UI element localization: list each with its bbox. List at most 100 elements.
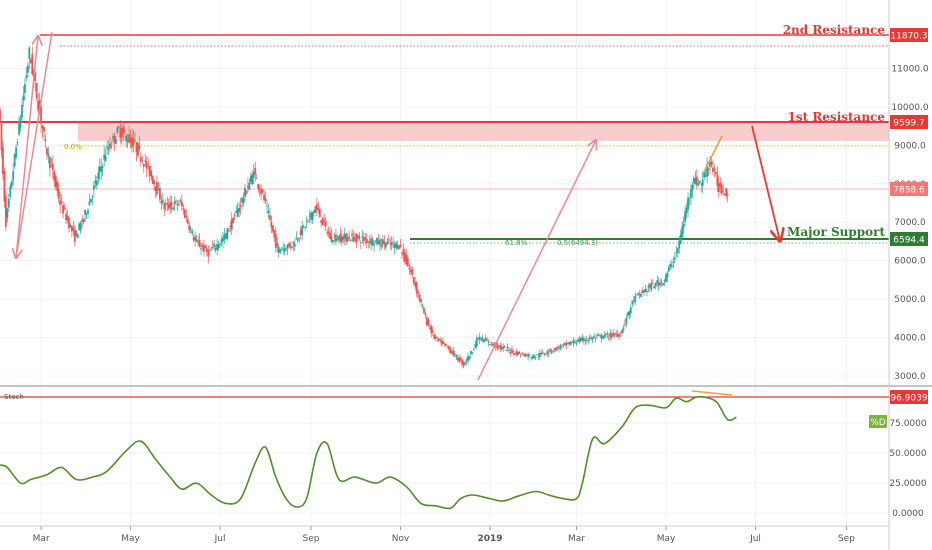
candle-body [562, 343, 565, 345]
candle-body [21, 104, 23, 118]
candle-body [455, 354, 458, 357]
candle-body [194, 236, 197, 241]
candle-body [433, 334, 436, 339]
candle-body [343, 233, 346, 239]
candle-body [371, 239, 374, 246]
candle-body [376, 237, 378, 245]
resistance2-label: 2nd Resistance [783, 23, 886, 37]
candle-body [471, 352, 474, 353]
candle-body [496, 343, 499, 349]
candle-body [606, 333, 609, 335]
candle-body [4, 196, 7, 227]
candle-body [637, 292, 640, 295]
badge-stoch: 96.9039 [890, 390, 928, 404]
candle-body [223, 234, 226, 240]
candle-body [662, 283, 664, 285]
candle-body [189, 228, 192, 230]
candle-body [439, 339, 441, 341]
candle-body [695, 176, 698, 186]
candle-body [13, 153, 16, 167]
candle-body [530, 357, 532, 359]
candle-body [668, 267, 670, 272]
candle-body [500, 346, 503, 350]
candle-body [125, 135, 128, 142]
candle-body [525, 354, 528, 356]
candle-body [97, 172, 100, 179]
candle-body [472, 349, 475, 351]
candle-body [509, 351, 512, 353]
candle-body [638, 293, 641, 295]
candle-body [144, 160, 147, 162]
orange-divergence-line [704, 135, 723, 171]
candle-body [624, 323, 626, 325]
candle-body [201, 244, 204, 248]
candle-body [104, 156, 107, 161]
candle-body [282, 248, 285, 250]
candle-body [653, 286, 656, 289]
badge-current-text: 7858.6 [893, 186, 925, 196]
candle-body [92, 185, 95, 190]
candle-body [428, 327, 431, 329]
candle-body [440, 340, 443, 345]
candle-body [354, 238, 356, 240]
badge-current: 7858.6 [890, 182, 928, 196]
candle-body [59, 200, 62, 205]
candle-body [323, 220, 326, 222]
candle-body [35, 82, 38, 99]
candle-body [537, 356, 540, 358]
candle-body [37, 100, 40, 111]
candle-body [271, 225, 274, 232]
candle-body [229, 225, 232, 228]
candle-body [54, 175, 57, 187]
candle-body [326, 232, 329, 234]
candle-body [211, 247, 214, 248]
candle-body [722, 190, 725, 192]
candle-body [44, 139, 47, 141]
candle-body [254, 167, 257, 175]
candle-body [22, 95, 25, 100]
candle-body [688, 198, 691, 199]
candle-body [418, 294, 421, 301]
candle-body [345, 234, 348, 242]
candle-body [396, 245, 399, 250]
candle-body [150, 170, 153, 177]
candle-body [12, 171, 15, 181]
candle-body [41, 125, 44, 129]
candle-body [483, 339, 486, 343]
candle-body [640, 293, 642, 297]
candle-body [578, 338, 581, 343]
candle-body [386, 241, 389, 245]
candle-body [547, 352, 550, 354]
candle-body [402, 249, 405, 256]
candle-body [612, 333, 615, 336]
fib-label-618: 61.8% [505, 239, 528, 247]
candle-body [650, 283, 653, 290]
candle-body [726, 195, 729, 196]
candle-body [619, 336, 622, 337]
candle-body [153, 180, 155, 185]
candle-body [70, 225, 73, 232]
candle-body [79, 222, 82, 231]
badge-resistance1-text: 9599.7 [893, 119, 925, 129]
candle-body [544, 353, 547, 355]
candle-body [411, 268, 414, 275]
candle-body [478, 336, 481, 340]
candle-body [585, 339, 588, 341]
candle-body [90, 198, 92, 203]
candle-body [302, 225, 305, 227]
candle-body [264, 198, 267, 201]
candle-body [511, 349, 513, 353]
candle-body [132, 138, 135, 145]
candle-body [492, 344, 494, 346]
candle-body [324, 221, 327, 227]
candle-body [203, 245, 205, 252]
candle-body [239, 205, 242, 207]
candle-body [342, 236, 345, 240]
candle-body [340, 236, 343, 242]
pink-arrow-down-left [16, 31, 53, 258]
candle-body [314, 206, 317, 213]
candle-body [191, 230, 194, 234]
candle-body [716, 174, 719, 186]
